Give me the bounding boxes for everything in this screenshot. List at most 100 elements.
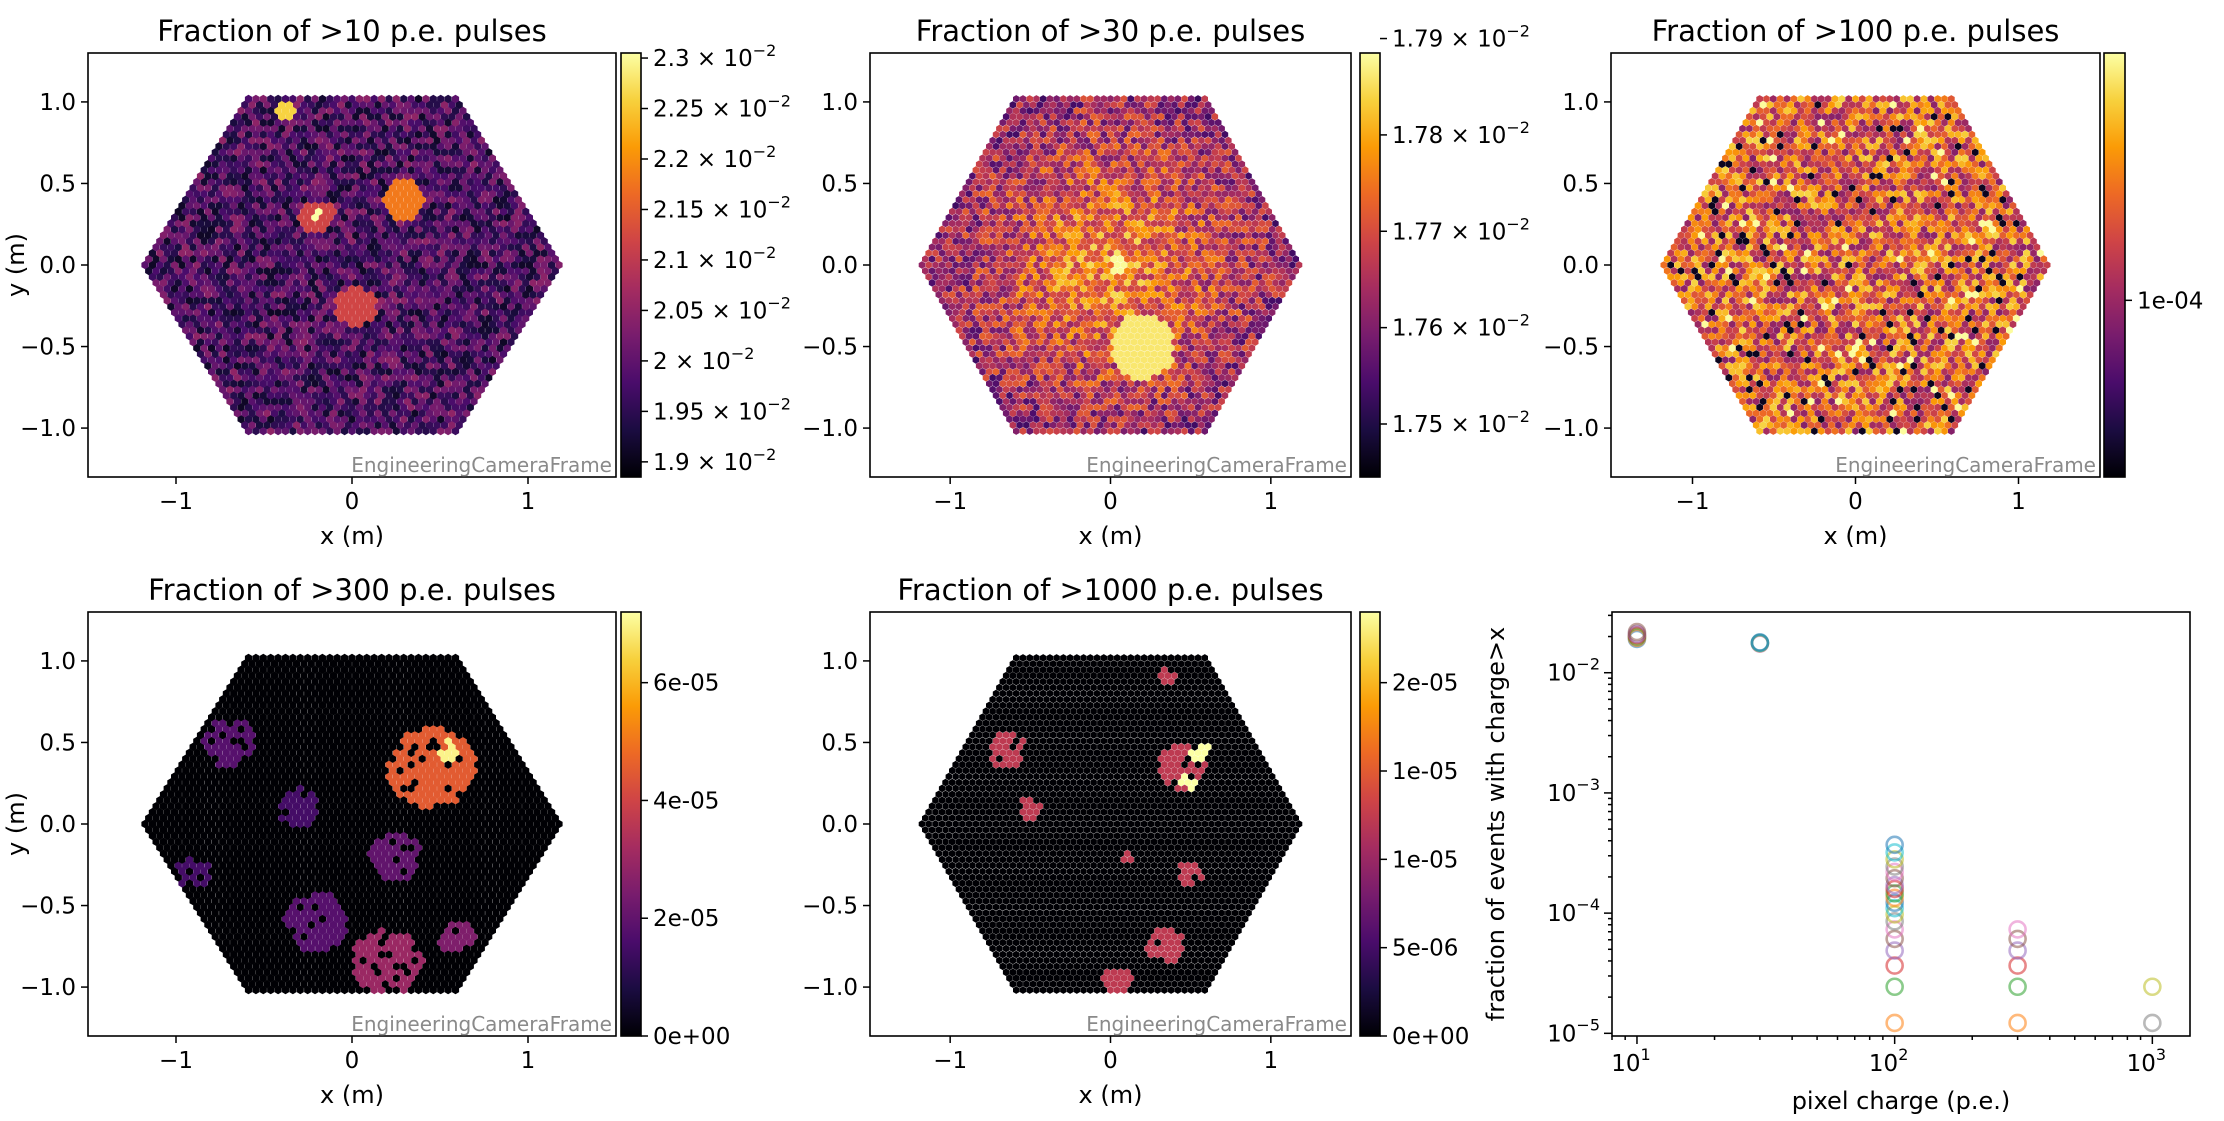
camera-pixel [1063,101,1070,109]
camera-pixel [1221,130,1229,139]
camera-pixel [1023,101,1030,109]
camera-pixel [1194,166,1202,174]
camera-pixel [470,136,478,145]
camera-pixel [488,343,496,353]
camera-pixel [285,302,293,311]
camera-pixel [289,142,297,151]
camera-pixel [400,189,408,198]
camera-pixel [219,302,227,311]
camera-pixel [296,189,304,198]
camera-pixel [1080,118,1087,127]
camera-pixel [945,213,953,222]
camera-pixel [1073,130,1081,139]
camera-pixel [433,160,441,169]
camera-pixel [433,207,441,216]
camera-pixel [1090,207,1097,216]
camera-pixel [374,160,382,169]
camera-pixel [318,130,326,139]
camera-pixel [1218,267,1225,275]
camera-pixel [1151,160,1158,168]
camera-pixel [1164,279,1171,287]
camera-pixel [1060,356,1067,364]
camera-pixel [444,130,452,139]
camera-pixel [1009,267,1017,275]
camera-pixel [1117,112,1124,121]
camera-pixel [992,225,1000,234]
camera-pixel [311,284,319,293]
camera-pixel [1157,385,1165,394]
camera-pixel [1080,427,1087,435]
camera-pixel [1140,142,1148,151]
camera-pixel [1100,249,1107,257]
camera-pixel [189,231,197,240]
camera-pixel [1181,308,1188,317]
camera-pixel [1174,225,1182,234]
camera-pixel [459,403,467,412]
camera-pixel [396,207,404,216]
camera-pixel [311,225,319,234]
camera-pixel [1013,249,1020,257]
camera-pixel [1231,338,1239,346]
camera-pixel [1006,142,1013,151]
camera-pixel [1107,415,1114,423]
camera-pixel [270,349,278,359]
camera-pixel [1225,350,1232,358]
camera-pixel [1228,142,1235,151]
camera-pixel [1134,344,1141,352]
camera-pixel [1100,320,1107,329]
camera-pixel [1215,118,1222,127]
camera-pixel [270,290,278,299]
camera-pixel [959,213,966,222]
camera-pixel [1167,130,1175,139]
camera-pixel [1006,296,1013,305]
camera-pixel [1080,308,1087,317]
camera-pixel [945,308,953,317]
camera-pixel [418,326,426,335]
camera-pixel [942,302,949,311]
camera-pixel [955,243,963,251]
camera-pixel [1087,261,1094,269]
camera-pixel [285,326,293,335]
camera-pixel [1198,326,1205,334]
camera-pixel [474,225,482,234]
camera-pixel [1215,261,1222,269]
camera-pixel [1087,368,1094,376]
camera-pixel [418,338,426,347]
camera-pixel [326,94,334,104]
camera-pixel [1272,255,1279,263]
camera-pixel [444,379,452,388]
camera-pixel [496,249,504,258]
camera-pixel [952,261,959,269]
camera-pixel [1009,231,1017,240]
camera-pixel [426,231,434,240]
camera-pixel [1026,403,1033,412]
camera-pixel [986,178,993,186]
camera-pixel [244,308,253,317]
camera-pixel [237,391,245,400]
camera-pixel [1211,362,1219,370]
camera-pixel [1194,225,1202,234]
camera-pixel [448,266,456,276]
camera-pixel [949,267,956,275]
camera-pixel [1177,421,1185,429]
camera-pixel [237,177,245,187]
camera-pixel [278,171,286,181]
camera-pixel [1043,350,1050,358]
camera-pixel [1117,409,1124,418]
camera-pixel [1093,249,1101,257]
camera-pixel [370,225,378,234]
camera-pixel [233,195,241,204]
camera-pixel [1211,350,1219,358]
camera-pixel [329,397,338,406]
camera-pixel [992,332,1000,340]
camera-pixel [300,290,308,299]
camera-pixel [326,391,334,400]
camera-pixel [1157,397,1165,406]
camera-pixel [999,344,1006,352]
camera-pixel [1245,196,1252,204]
camera-pixel [1066,379,1074,388]
camera-pixel [1167,403,1175,412]
camera-pixel [341,308,349,317]
camera-pixel [333,94,341,104]
camera-pixel [1100,95,1107,103]
